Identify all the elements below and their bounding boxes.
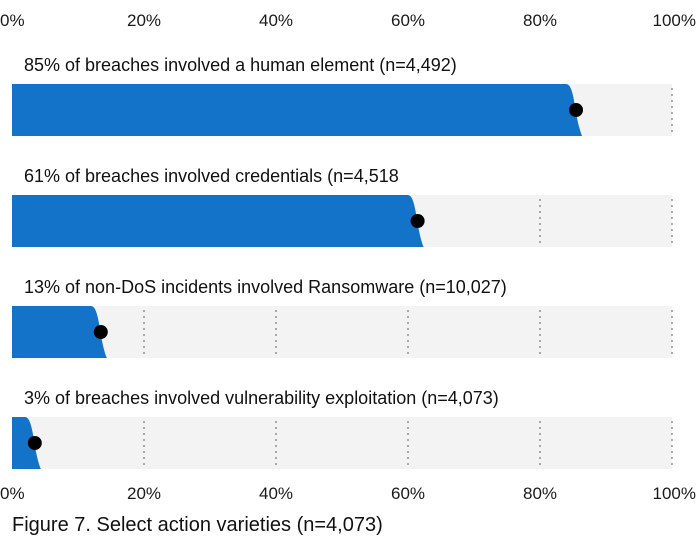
x-tick-label-top: 80% <box>523 11 557 30</box>
x-tick-label-top: 100% <box>653 11 696 30</box>
x-tick-label-bottom: 100% <box>653 484 696 503</box>
bar-label: 85% of breaches involved a human element… <box>24 55 457 75</box>
figure-caption: Figure 7. Select action varieties (n=4,0… <box>12 514 383 536</box>
x-tick-label-bottom: 20% <box>127 484 161 503</box>
bar-label: 3% of breaches involved vulnerability ex… <box>24 388 499 408</box>
bar-track <box>12 306 672 358</box>
bar-label: 61% of breaches involved credentials (n=… <box>24 166 399 186</box>
x-tick-label-bottom: 60% <box>391 484 425 503</box>
x-tick-label-top: 60% <box>391 11 425 30</box>
bar <box>12 195 424 247</box>
x-tick-label-top: 20% <box>127 11 161 30</box>
x-tick-label-bottom: 80% <box>523 484 557 503</box>
value-point <box>27 436 42 450</box>
x-tick-label-bottom: 40% <box>259 484 293 503</box>
bar-track <box>12 417 672 469</box>
bar <box>12 306 107 358</box>
x-tick-label-top: 0% <box>0 11 25 30</box>
x-axis-bottom: 0% 20% 40% 60% 80% 100% <box>0 484 696 503</box>
bar <box>12 84 582 136</box>
gridlines <box>143 88 673 465</box>
bar <box>12 417 41 469</box>
x-tick-label-top: 40% <box>259 11 293 30</box>
x-tick-label-bottom: 0% <box>0 484 25 503</box>
bar-label: 13% of non-DoS incidents involved Ransom… <box>24 277 507 297</box>
bars: 85% of breaches involved a human element… <box>12 55 672 469</box>
value-point <box>93 325 108 339</box>
value-point <box>569 103 583 117</box>
x-axis-top: 0% 20% 40% 60% 80% 100% <box>0 11 696 30</box>
value-point <box>410 214 425 228</box>
